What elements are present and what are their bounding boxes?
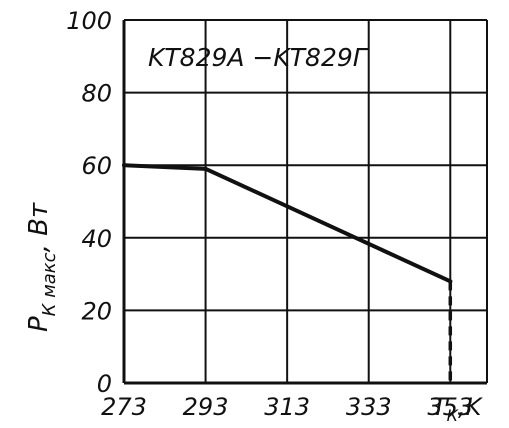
x-axis-label-sub: К xyxy=(447,406,459,425)
y-tick-label-20: 20 xyxy=(81,297,112,325)
y-tick-label-0: 0 xyxy=(97,370,112,398)
y-tick-label-80: 80 xyxy=(81,80,112,108)
data-point-0-0 xyxy=(122,163,126,168)
x-tick-label-293: 293 xyxy=(183,393,229,421)
y-axis-label-main: P xyxy=(24,316,54,332)
data-layer xyxy=(122,163,453,383)
labels: KT829A −KT829Г PК макс, Вт TК,K xyxy=(24,43,484,425)
x-axis-label-unit: ,K xyxy=(458,393,484,421)
y-axis-label: PК макс, Вт xyxy=(24,202,60,332)
x-tick-label-353: 353 xyxy=(427,393,473,421)
y-tick-label-100: 100 xyxy=(66,7,112,35)
y-axis-label-sub: К макс xyxy=(39,252,60,316)
data-point-0-1 xyxy=(203,166,208,171)
y-tick-label-60: 60 xyxy=(81,152,112,180)
chart-title: KT829A −KT829Г xyxy=(148,43,369,72)
grid xyxy=(124,19,487,383)
x-tick-label-313: 313 xyxy=(264,393,310,421)
x-tick-label-333: 333 xyxy=(346,393,392,421)
y-axis-label-unit: , Вт xyxy=(24,202,54,252)
axes: 273 293 313 333 353 0 20 40 60 80 100 xyxy=(66,7,488,421)
x-tick-label-273: 273 xyxy=(101,393,147,421)
x-axis-label-main: T xyxy=(432,393,449,421)
x-axis-label: TК,K xyxy=(432,393,484,425)
y-tick-label-40: 40 xyxy=(81,225,112,253)
